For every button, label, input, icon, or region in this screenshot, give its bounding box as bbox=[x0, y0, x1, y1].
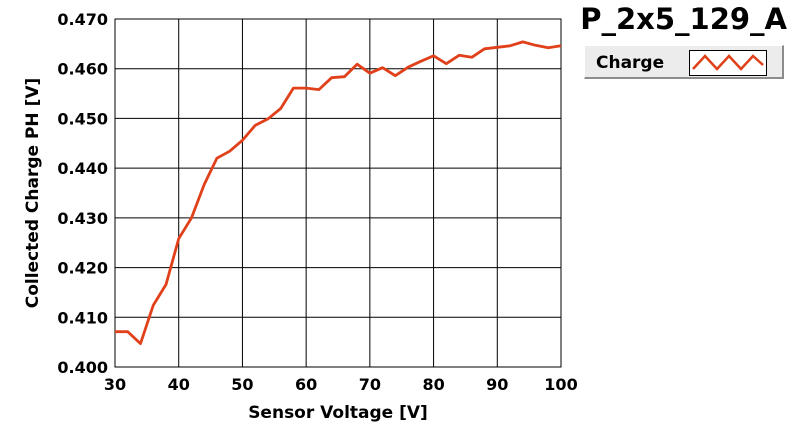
y-tick-label: 0.420 bbox=[57, 259, 108, 278]
x-tick-label: 30 bbox=[104, 375, 126, 394]
plot-area bbox=[114, 18, 562, 368]
x-tick-label: 90 bbox=[486, 375, 508, 394]
legend-swatch[interactable] bbox=[689, 50, 767, 76]
x-tick-labels: 30 40 50 60 70 80 90 100 bbox=[104, 375, 578, 394]
y-tick-label: 0.470 bbox=[57, 10, 108, 29]
y-tick-label: 0.400 bbox=[57, 358, 108, 377]
series-layer bbox=[115, 40, 562, 346]
x-tick-label: 40 bbox=[168, 375, 190, 394]
x-tick-label: 100 bbox=[544, 375, 577, 394]
x-tick-label: 80 bbox=[422, 375, 444, 394]
legend-line-sample bbox=[692, 54, 764, 71]
y-tick-label: 0.460 bbox=[57, 60, 108, 79]
y-axis-title: Collected Charge PH [V] bbox=[23, 78, 43, 309]
x-tick-label: 50 bbox=[231, 375, 253, 394]
grid-layer bbox=[115, 19, 561, 367]
y-tick-label: 0.430 bbox=[57, 209, 108, 228]
y-tick-label: 0.410 bbox=[57, 308, 108, 327]
x-tick-label: 60 bbox=[295, 375, 317, 394]
series-line-charge bbox=[115, 40, 562, 346]
y-tick-label: 0.440 bbox=[57, 159, 108, 178]
x-axis-title: Sensor Voltage [V] bbox=[248, 403, 428, 423]
legend[interactable]: Charge bbox=[584, 45, 784, 79]
y-tick-labels: 0.400 0.410 0.420 0.430 0.440 0.450 0.460 0.470 bbox=[57, 10, 108, 377]
legend-label: Charge bbox=[596, 53, 665, 73]
x-tick-label: 70 bbox=[359, 375, 381, 394]
y-tick-label: 0.450 bbox=[57, 109, 108, 128]
plot-title: P_2x5_129_A bbox=[580, 2, 787, 36]
